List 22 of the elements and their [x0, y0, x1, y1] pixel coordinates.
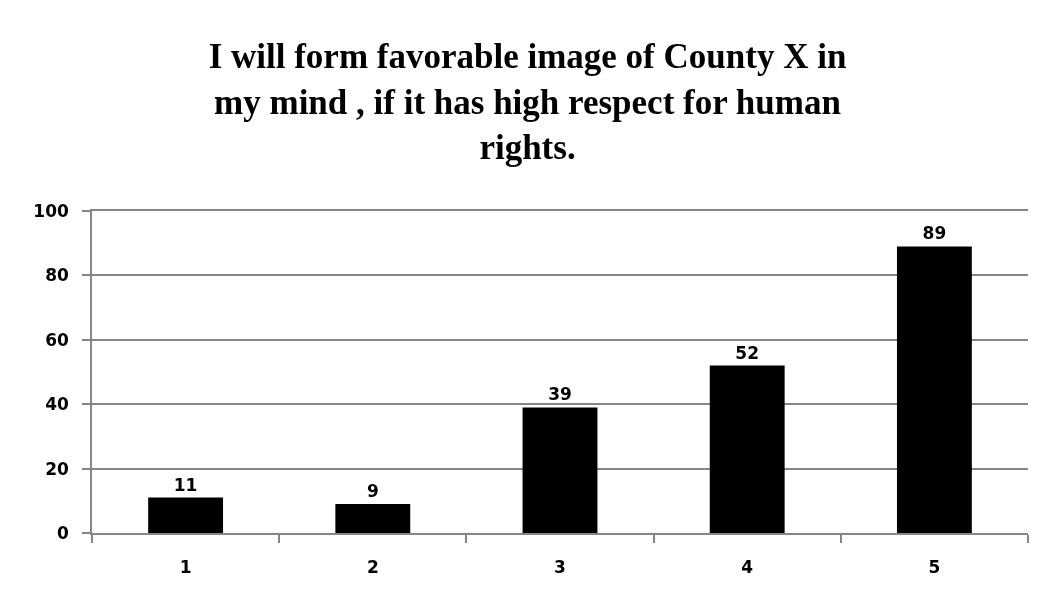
x-tick-label: 4 [741, 557, 754, 578]
bar [335, 504, 411, 533]
x-tick-label: 5 [928, 557, 941, 578]
data-label: 89 [922, 223, 947, 244]
bar [148, 497, 224, 533]
bar [709, 365, 785, 533]
bar [522, 407, 598, 533]
y-tick-label: 60 [45, 329, 70, 350]
y-tick-label: 100 [33, 200, 70, 221]
bar [896, 246, 972, 533]
y-tick-label: 40 [45, 394, 70, 415]
chart-title: I will form favorable image of County X in my mind , if it has high respect for human rights. [208, 37, 847, 167]
data-label: 39 [548, 384, 572, 405]
data-label: 11 [173, 474, 198, 495]
data-label: 52 [735, 342, 760, 363]
x-tick-label: 2 [366, 557, 379, 578]
y-tick-label: 20 [45, 458, 70, 479]
y-tick-label: 80 [45, 265, 70, 286]
x-tick-label: 3 [554, 557, 566, 578]
data-label: 9 [366, 481, 379, 502]
y-tick-label: 0 [57, 522, 70, 543]
x-tick-label: 1 [179, 557, 192, 578]
